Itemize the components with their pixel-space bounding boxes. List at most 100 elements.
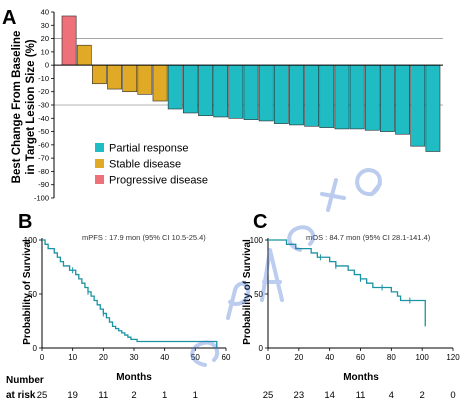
at-risk-os-count: 0 xyxy=(450,390,455,401)
x-tick-label: 30 xyxy=(130,353,139,362)
at-risk-pfs-count: 2 xyxy=(131,390,136,401)
at-risk-pfs-count: 11 xyxy=(98,390,108,401)
km-pfs-ylabel: Probability of Survival xyxy=(22,239,33,345)
x-tick-label: 40 xyxy=(325,353,334,362)
legend-swatch xyxy=(95,143,104,152)
y-tick-label: 10 xyxy=(41,47,49,56)
x-tick-label: 60 xyxy=(356,353,365,362)
waterfall-bar xyxy=(289,64,304,126)
waterfall-bar xyxy=(258,64,274,122)
y-tick-label: 100 xyxy=(24,236,38,245)
y-tick-label: 50 xyxy=(254,290,263,299)
km-os-annotation: mOS : 84.7 mon (95% CI 28.1-141.4) xyxy=(306,233,431,242)
x-tick-label: 120 xyxy=(446,353,460,362)
y-tick-label: 0 xyxy=(259,344,264,353)
x-tick-label: 0 xyxy=(40,353,45,362)
y-tick-label: -40 xyxy=(38,114,49,123)
at-risk-os-count: 2 xyxy=(420,390,425,401)
y-tick-label: 0 xyxy=(33,344,38,353)
y-tick-label: -30 xyxy=(38,101,49,110)
y-tick-label: -80 xyxy=(38,167,49,176)
waterfall-ylabel-line2: in Target Lesion Size (%) xyxy=(25,39,37,174)
y-tick-label: -70 xyxy=(38,154,49,163)
y-tick-label: -100 xyxy=(34,194,49,203)
waterfall-bar xyxy=(152,64,168,102)
at-risk-pfs-count: 1 xyxy=(193,390,198,401)
at-risk-os-count: 4 xyxy=(389,390,394,401)
y-tick-label: 50 xyxy=(28,290,37,299)
km-pfs-annotation: mPFS : 17.9 mon (95% CI 10.5-25.4) xyxy=(82,233,206,242)
panel-b-label: B xyxy=(18,211,32,233)
waterfall-bar xyxy=(349,64,365,130)
waterfall-bar xyxy=(304,64,320,127)
legend-label: Stable disease xyxy=(109,159,181,171)
x-tick-label: 80 xyxy=(387,353,396,362)
y-tick-label: 30 xyxy=(41,21,49,30)
waterfall-bar xyxy=(107,64,122,90)
waterfall-ylabel: Best Change From Baseline in Target Lesi… xyxy=(11,31,37,184)
y-tick-label: -90 xyxy=(38,180,49,189)
y-tick-label: 20 xyxy=(41,34,49,43)
risk-label-line1: Number xyxy=(6,375,44,386)
x-tick-label: 20 xyxy=(294,353,303,362)
watermark-logo xyxy=(190,168,382,367)
km-os-ylabel: Probability of Survival xyxy=(242,239,253,345)
at-risk-os-count: 23 xyxy=(294,390,305,401)
waterfall-bar xyxy=(228,64,244,119)
x-tick-label: 0 xyxy=(266,353,271,362)
waterfall-bar xyxy=(122,64,138,93)
panel-c-label: C xyxy=(253,211,267,233)
x-tick-label: 50 xyxy=(191,353,200,362)
y-tick-label: -10 xyxy=(38,74,49,83)
x-tick-label: 100 xyxy=(415,353,429,362)
y-tick-label: -50 xyxy=(38,127,49,136)
risk-label-line2: at risk xyxy=(6,390,36,401)
waterfall-plot: 40 30 20 10 0 -10 -20 -30 -40 -50 -60 -70 -80 -90 -100… xyxy=(34,8,443,203)
at-risk-os-count: 14 xyxy=(324,390,335,401)
y-tick-label: -60 xyxy=(38,140,49,149)
x-tick-label: 20 xyxy=(99,353,108,362)
waterfall-bar xyxy=(243,64,259,120)
x-tick-label: 40 xyxy=(160,353,169,362)
waterfall-bar xyxy=(334,64,350,130)
legend-swatch xyxy=(95,159,104,168)
at-risk-pfs-count: 25 xyxy=(37,390,48,401)
waterfall-bar xyxy=(61,15,77,66)
waterfall-bar xyxy=(395,64,410,135)
at-risk-os-count: 25 xyxy=(263,390,274,401)
km-os-xlabel: Months xyxy=(343,372,379,383)
waterfall-bar xyxy=(364,64,380,131)
y-tick-label: 0 xyxy=(45,61,49,70)
at-risk-os-count: 11 xyxy=(356,390,366,401)
waterfall-bar xyxy=(425,64,441,152)
waterfall-bar xyxy=(380,64,395,132)
km-pfs-xlabel: Months xyxy=(116,372,152,383)
y-tick-label: 40 xyxy=(41,8,49,17)
waterfall-bar xyxy=(198,64,213,116)
y-tick-label: 100 xyxy=(250,236,264,245)
waterfall-bar xyxy=(167,64,183,110)
panel-a-label: A xyxy=(2,7,16,29)
survival-curve xyxy=(268,239,426,327)
x-tick-label: 10 xyxy=(68,353,77,362)
waterfall-ylabel-line1: Best Change From Baseline xyxy=(11,31,23,184)
waterfall-bar xyxy=(319,64,335,128)
legend-label: Partial response xyxy=(109,143,189,155)
waterfall-bar xyxy=(410,64,426,147)
waterfall-bar xyxy=(213,64,229,118)
at-risk-pfs-count: 1 xyxy=(162,390,167,401)
at-risk-pfs-count: 19 xyxy=(67,390,78,401)
legend-label: Progressive disease xyxy=(109,175,208,187)
waterfall-bar xyxy=(76,44,92,66)
waterfall-bar xyxy=(137,64,153,95)
waterfall-bar xyxy=(273,64,289,124)
survival-curve xyxy=(42,239,218,348)
waterfall-bar xyxy=(92,64,107,85)
y-tick-label: -20 xyxy=(38,87,49,96)
x-tick-label: 60 xyxy=(222,353,231,362)
waterfall-bar xyxy=(182,64,198,114)
legend-swatch xyxy=(95,175,104,184)
